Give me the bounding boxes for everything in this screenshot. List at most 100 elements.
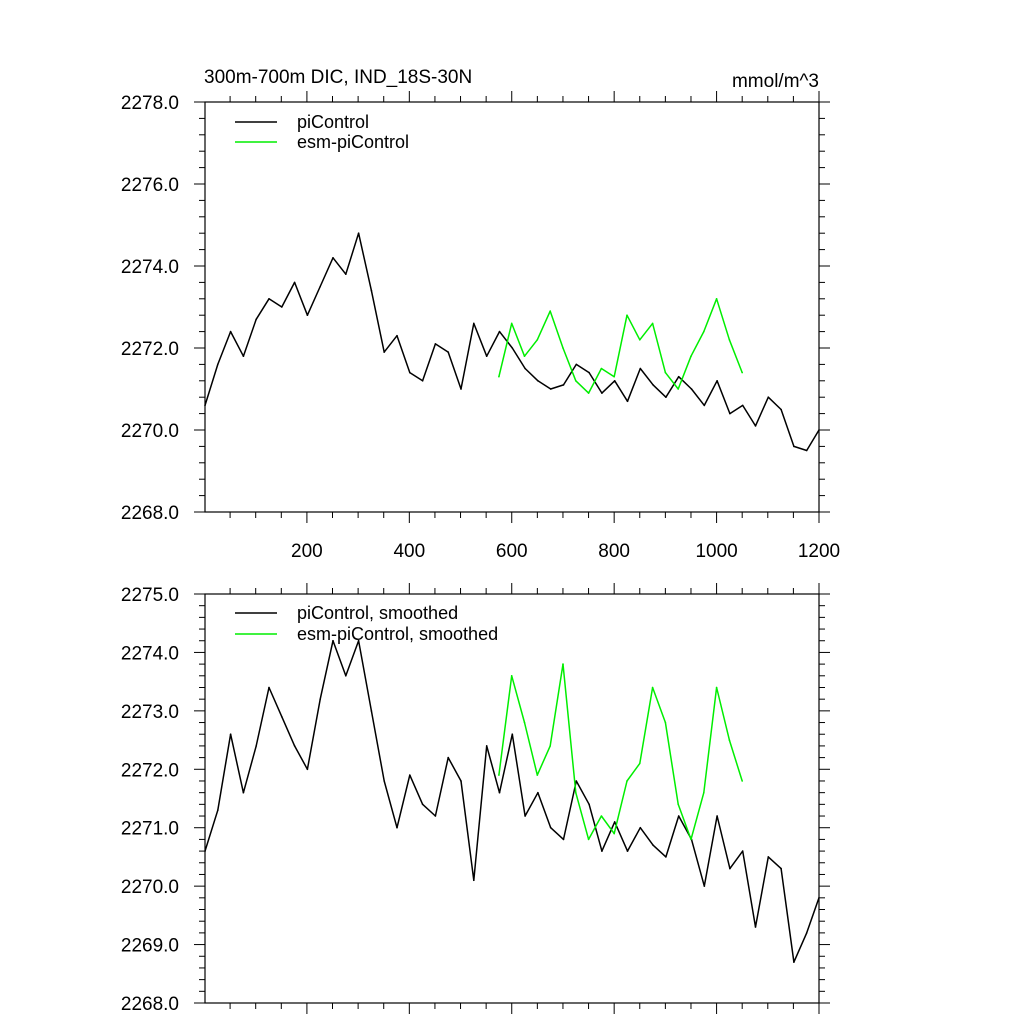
figure-title: 300m-700m DIC, IND_18S-30N <box>204 67 472 88</box>
legend-label: esm-piControl <box>297 132 409 152</box>
data-point <box>549 388 552 390</box>
data-point <box>639 826 642 829</box>
data-point <box>601 392 603 394</box>
legend-label: piControl <box>297 112 369 132</box>
data-point <box>549 826 552 829</box>
data-point <box>536 774 539 776</box>
data-point <box>549 310 551 312</box>
y-tick-label: 2272.0 <box>121 760 179 781</box>
series-line-picontrol-smoothed <box>204 639 820 963</box>
y-tick-label: 2270.0 <box>121 877 179 898</box>
data-point <box>715 298 718 300</box>
data-point <box>511 733 514 735</box>
data-point <box>537 791 539 794</box>
data-point <box>805 932 808 934</box>
data-point <box>741 404 744 407</box>
data-point <box>651 686 654 689</box>
data-point <box>665 856 667 858</box>
data-point <box>639 762 641 765</box>
legend-label: esm-piControl, smoothed <box>297 624 498 644</box>
data-point <box>510 675 513 677</box>
y-tick-label: 2268.0 <box>121 994 179 1015</box>
data-point <box>357 232 360 234</box>
data-point <box>613 380 616 382</box>
data-point <box>473 879 475 882</box>
plot-frame <box>204 101 820 513</box>
data-point <box>626 780 628 782</box>
data-point <box>626 314 628 317</box>
data-point <box>498 774 500 776</box>
x-tick-label: 1000 <box>695 541 737 562</box>
data-point <box>229 733 232 735</box>
data-point <box>524 367 526 370</box>
data-point <box>281 715 283 718</box>
data-point <box>473 322 475 325</box>
data-point <box>690 355 692 358</box>
data-point <box>651 322 654 325</box>
data-point <box>587 392 590 394</box>
y-tick-label: 2273.0 <box>121 702 179 723</box>
data-point <box>447 756 450 759</box>
data-point <box>485 745 488 747</box>
data-point <box>754 425 757 427</box>
data-point <box>434 343 437 345</box>
data-point <box>613 832 615 835</box>
y-tick-label: 2271.0 <box>121 819 179 840</box>
data-point <box>575 380 577 382</box>
data-point <box>677 803 679 806</box>
data-point <box>601 850 603 852</box>
data-point <box>575 780 578 782</box>
data-point <box>523 721 526 724</box>
data-point <box>370 710 373 712</box>
y-tick-label: 2278.0 <box>121 93 179 114</box>
data-point <box>511 347 514 349</box>
data-point <box>652 844 654 846</box>
data-point <box>728 739 731 741</box>
y-tick-label: 2274.0 <box>121 643 179 664</box>
data-point <box>524 815 526 817</box>
data-point <box>549 745 551 747</box>
data-point <box>639 339 641 341</box>
data-point <box>652 384 654 386</box>
data-point <box>562 838 565 841</box>
data-point <box>510 322 513 325</box>
data-point <box>498 375 500 378</box>
data-point <box>306 314 309 317</box>
data-point <box>728 339 731 341</box>
data-point <box>741 850 744 852</box>
y-tick-label: 2269.0 <box>121 936 179 957</box>
data-point <box>754 926 757 928</box>
data-point <box>409 371 411 374</box>
data-point <box>498 791 501 794</box>
data-point <box>587 838 590 841</box>
data-point <box>562 347 564 349</box>
data-point <box>639 367 642 370</box>
data-point <box>268 686 270 689</box>
data-point <box>780 408 782 411</box>
data-point <box>690 388 693 390</box>
x-tick-label: 400 <box>393 541 425 562</box>
data-point <box>575 791 577 794</box>
data-point <box>217 363 219 366</box>
data-point <box>332 639 334 642</box>
data-point <box>383 351 386 353</box>
bottom-panel: 2268.0 2269.0 2270.0 2271.0 2272.0 2273.0 2274… <box>121 583 830 1015</box>
data-point <box>255 318 257 321</box>
data-point <box>613 821 616 823</box>
data-point <box>409 774 411 776</box>
data-point <box>793 445 795 448</box>
data-point <box>460 780 462 782</box>
data-point <box>319 698 322 700</box>
data-point <box>677 375 680 378</box>
data-point <box>741 780 743 782</box>
data-point <box>537 380 539 382</box>
data-point <box>780 867 782 870</box>
data-point <box>498 330 501 333</box>
data-point <box>665 396 667 399</box>
data-point <box>421 803 424 806</box>
data-point <box>716 815 718 817</box>
data-point <box>345 675 347 677</box>
data-point <box>242 355 245 358</box>
data-point <box>767 856 770 858</box>
data-point <box>600 815 603 817</box>
